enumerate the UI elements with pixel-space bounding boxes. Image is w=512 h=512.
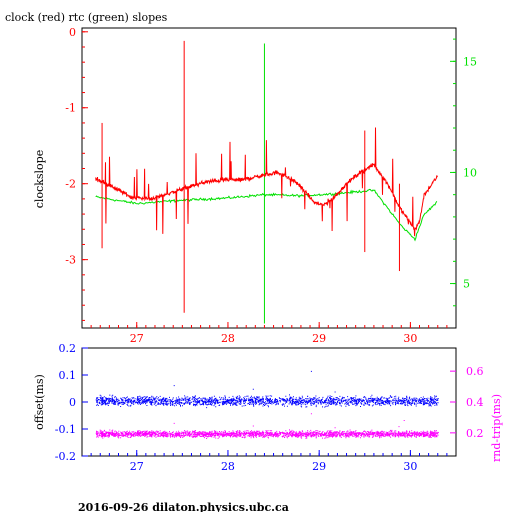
bottom-y2-tick-label-2: 0.2 bbox=[466, 427, 484, 440]
chart-title: clock (red) rtc (green) slopes bbox=[5, 11, 168, 24]
bottom-y-tick-label-2: 0 bbox=[69, 396, 76, 409]
top-y-tick-label-2: -2 bbox=[65, 178, 76, 191]
bottom-y-tick-label-1: 0.1 bbox=[59, 369, 77, 382]
top-y2-tick-label-2: 5 bbox=[463, 278, 470, 291]
bottom-y2-tick-label-0: 0.6 bbox=[466, 365, 484, 378]
top-x-tick-label-0: 27 bbox=[130, 332, 144, 345]
bottom-panel: 0.2 0.1 0 -0.1 -0.2 0.6 0.4 0.2 27 28 29 30 offset(… bbox=[33, 342, 503, 473]
bottom-axes: 0.2 0.1 0 -0.1 -0.2 0.6 0.4 0.2 27 28 29 30 bbox=[55, 342, 484, 473]
bottom-y-tick-label-4: -0.2 bbox=[55, 450, 76, 463]
bottom-y-tick-label-3: -0.1 bbox=[55, 423, 76, 436]
rtc-series-line bbox=[95, 188, 438, 242]
bottom-x-tick-label-1: 28 bbox=[221, 460, 235, 473]
bottom-y-tick-label-0: 0.2 bbox=[59, 342, 77, 355]
bottom-x-tick-label-2: 29 bbox=[312, 460, 326, 473]
bottom-x-tick-label-0: 27 bbox=[130, 460, 144, 473]
bottom-marks bbox=[95, 370, 439, 439]
top-y-label: clockslope bbox=[33, 150, 46, 208]
top-axes: 0 -1 -2 -3 15 10 5 27 28 29 30 bbox=[65, 26, 477, 345]
bottom-y2-tick-label-1: 0.4 bbox=[466, 396, 484, 409]
top-x-tick-label-2: 29 bbox=[312, 332, 326, 345]
top-x-tick-label-3: 30 bbox=[403, 332, 417, 345]
top-plot-frame bbox=[81, 27, 457, 329]
bottom-y2-label: rnd-trip(ms) bbox=[490, 394, 503, 462]
top-y-tick-label-1: -1 bbox=[65, 102, 76, 115]
top-x-tick-label-1: 28 bbox=[221, 332, 235, 345]
footer-text: 2016-09-26 dilaton.physics.ubc.ca bbox=[78, 501, 289, 512]
bottom-y-label: offset(ms) bbox=[33, 374, 46, 430]
top-y-tick-label-0: 0 bbox=[69, 26, 76, 39]
top-panel: 0 -1 -2 -3 15 10 5 27 28 29 30 clockslope bbox=[33, 26, 477, 345]
top-y2-tick-label-1: 10 bbox=[463, 166, 477, 179]
offset-points bbox=[95, 370, 439, 409]
clock-series-line bbox=[95, 127, 438, 237]
top-y2-tick-label-0: 15 bbox=[463, 55, 477, 68]
rnd-trip-points bbox=[95, 413, 439, 439]
bottom-x-tick-label-3: 30 bbox=[403, 460, 417, 473]
top-y-tick-label-3: -3 bbox=[65, 254, 76, 267]
top-marks bbox=[95, 40, 438, 324]
